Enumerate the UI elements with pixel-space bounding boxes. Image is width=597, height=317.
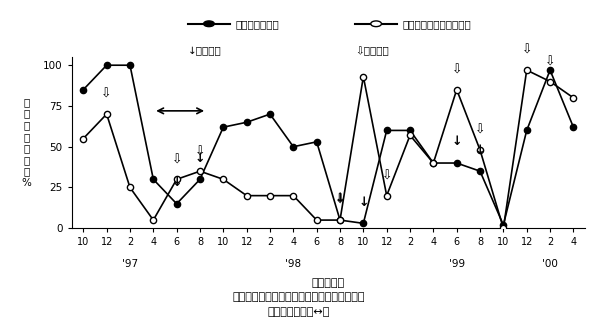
Text: ↓: ↓ (335, 192, 345, 205)
Text: ⇩: ⇩ (101, 88, 112, 101)
Text: 炭疽病防除茶園: 炭疽病防除茶園 (236, 19, 279, 29)
Text: '99: '99 (448, 259, 465, 269)
Text: ↓: ↓ (171, 176, 182, 189)
Text: 赤焼病、炭疽病防除茶園: 赤焼病、炭疽病防除茶園 (403, 19, 472, 29)
Text: '00: '00 (542, 259, 558, 269)
Text: ⇩: ⇩ (171, 153, 182, 166)
Text: '98: '98 (285, 259, 301, 269)
Text: ⇩: ⇩ (475, 124, 485, 137)
Text: ↓: ↓ (358, 196, 368, 209)
Text: ⇩: ⇩ (521, 44, 532, 57)
Text: ↓：防　除: ↓：防 除 (188, 46, 222, 56)
Y-axis label: 輪
斑
病
菌
検
出
率
%: 輪 斑 病 菌 検 出 率 % (21, 97, 31, 188)
Text: ⇩: ⇩ (335, 194, 345, 207)
Text: '97: '97 (122, 259, 138, 269)
Text: ⇩: ⇩ (545, 55, 555, 68)
Text: 輪斑病の発生（↔）: 輪斑病の発生（↔） (267, 307, 330, 317)
Text: ⇩: ⇩ (381, 170, 392, 183)
Text: ↓: ↓ (195, 152, 205, 165)
Text: ⇩：防　除: ⇩：防 除 (355, 46, 389, 56)
Text: ↓: ↓ (475, 144, 485, 157)
Text: ⇩: ⇩ (451, 64, 462, 77)
Text: ↓: ↓ (451, 135, 462, 148)
Text: 調　査　月: 調 査 月 (312, 278, 345, 288)
Text: ⇩: ⇩ (195, 145, 205, 158)
Text: 図１　農家茶園における輪斑病潜在菌の消長: 図１ 農家茶園における輪斑病潜在菌の消長 (232, 292, 365, 301)
